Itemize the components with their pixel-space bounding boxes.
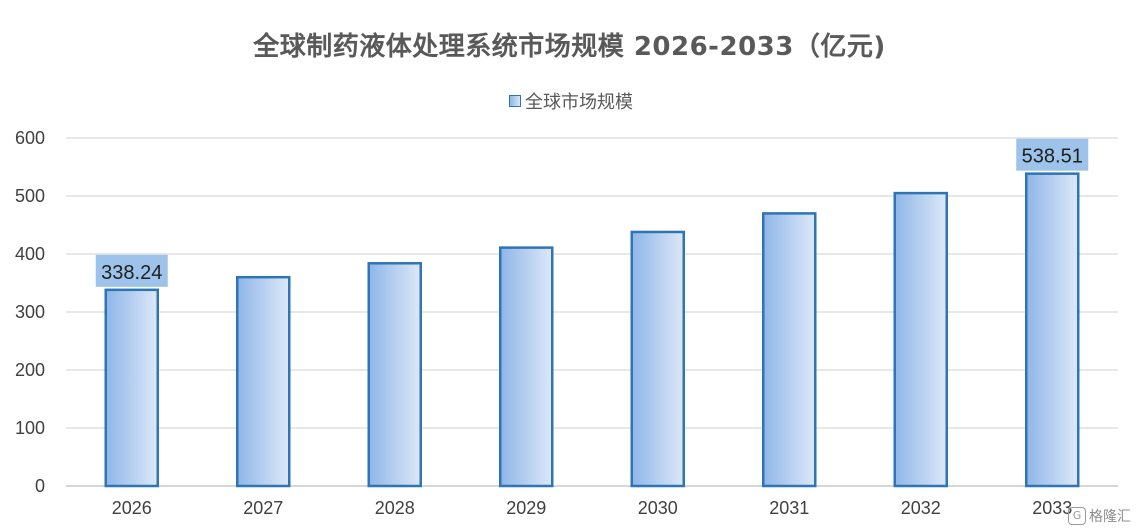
y-tick-label: 500 bbox=[15, 186, 45, 206]
data-label: 338.24 bbox=[101, 262, 162, 284]
x-tick-label: 2029 bbox=[506, 498, 546, 518]
y-tick-label: 600 bbox=[15, 128, 45, 148]
gridlines bbox=[66, 137, 1118, 487]
y-tick-label: 0 bbox=[35, 476, 45, 496]
gelonghui-logo-icon: G bbox=[1068, 507, 1086, 525]
data-label-box bbox=[1016, 138, 1089, 171]
x-axis: 2026 2027 2028 2029 2030 2031 2032 2033 bbox=[112, 498, 1073, 518]
bar bbox=[1025, 172, 1080, 488]
y-tick-label: 300 bbox=[15, 302, 45, 322]
bars bbox=[104, 172, 1080, 488]
y-tick-label: 100 bbox=[15, 418, 45, 438]
data-label-box bbox=[95, 254, 168, 287]
watermark: G 格隆汇 bbox=[1068, 506, 1131, 526]
bar bbox=[762, 212, 817, 488]
bar bbox=[499, 246, 554, 488]
data-labels: 338.24 538.51 bbox=[95, 138, 1089, 287]
x-tick-label: 2031 bbox=[769, 498, 809, 518]
legend: 全球市场规模 bbox=[509, 88, 633, 114]
x-tick-label: 2027 bbox=[243, 498, 283, 518]
x-tick-label: 2026 bbox=[112, 498, 152, 518]
y-tick-label: 200 bbox=[15, 360, 45, 380]
y-tick-label: 400 bbox=[15, 244, 45, 264]
bar bbox=[236, 275, 291, 488]
x-tick-label: 2032 bbox=[901, 498, 941, 518]
bar bbox=[893, 191, 948, 488]
x-tick-label: 2028 bbox=[375, 498, 415, 518]
data-label: 538.51 bbox=[1022, 146, 1083, 168]
legend-swatch bbox=[509, 95, 521, 107]
y-axis: 0 100 200 300 400 500 600 bbox=[15, 128, 45, 496]
bar bbox=[367, 262, 422, 488]
bar bbox=[630, 230, 685, 488]
bar bbox=[104, 288, 159, 488]
watermark-text: 格隆汇 bbox=[1089, 509, 1131, 525]
x-tick-label: 2030 bbox=[638, 498, 678, 518]
legend-label: 全球市场规模 bbox=[525, 92, 633, 113]
x-tick-label: 2033 bbox=[1032, 498, 1072, 518]
chart-title: 全球制药液体处理系统市场规模 2026-2033（亿元) bbox=[253, 32, 886, 62]
